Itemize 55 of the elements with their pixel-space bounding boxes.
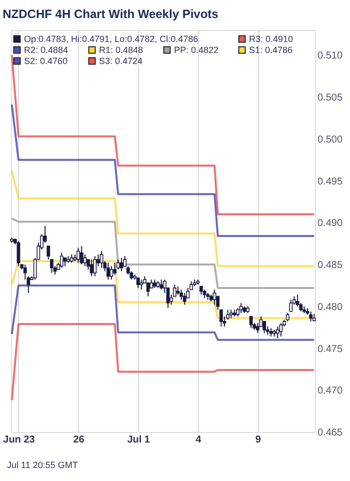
candlestick <box>110 266 114 280</box>
legend-label: S1: 0.4786 <box>249 45 293 55</box>
candlestick <box>60 252 64 268</box>
candlestick <box>93 256 97 277</box>
legend-label: PP: 0.4822 <box>174 45 219 55</box>
candlestick <box>113 262 117 276</box>
line-series <box>10 217 316 289</box>
y-tick-label: 0.490 <box>318 218 343 230</box>
line-series <box>10 104 316 238</box>
candlestick <box>136 277 140 288</box>
text: Jul 11 20:55 GMT <box>7 460 78 470</box>
candlestick <box>140 279 144 290</box>
candlestick <box>116 258 120 270</box>
candlestick <box>212 289 216 306</box>
x-tick-label: Jun 23 <box>3 434 36 446</box>
x-tick-label: 4 <box>196 434 202 446</box>
line-series <box>10 54 316 216</box>
y-tick-label: 0.485 <box>318 260 343 271</box>
legend-label: R2: 0.4884 <box>24 45 68 55</box>
candlestick <box>239 302 243 314</box>
chart-title: NZDCHF 4H Chart With Weekly Pivots <box>2 7 219 21</box>
x-tick-label: Jul 1 <box>127 434 150 446</box>
candlestick <box>289 299 293 312</box>
y-tick-label: 0.505 <box>318 92 343 104</box>
line-series <box>10 322 316 402</box>
candlestick <box>160 279 164 290</box>
y-tick-label: 0.500 <box>318 134 343 146</box>
legend-label: Op:0.4783, Hi:0.4791, Lo:0.4782, Cl:0.4786 <box>24 34 198 44</box>
line-series <box>10 170 316 268</box>
legend-label: R1: 0.4848 <box>99 45 144 55</box>
candlestick <box>76 247 80 264</box>
candlestick <box>309 310 313 322</box>
candlestick <box>80 246 84 265</box>
x-tick-label: 26 <box>73 434 85 446</box>
candlestick <box>256 322 260 334</box>
x-tick-label: 9 <box>255 434 262 446</box>
y-tick-label: 0.465 <box>318 428 343 438</box>
candlestick <box>276 326 280 339</box>
candlestick <box>279 322 283 338</box>
candlestick <box>106 262 110 280</box>
candlestick <box>83 254 87 267</box>
y-tick-label: 0.495 <box>318 176 343 188</box>
y-tick-label: 0.510 <box>318 50 343 62</box>
legend-label: S3: 0.4724 <box>99 56 143 66</box>
candlestick <box>182 292 186 306</box>
candlestick <box>219 309 223 327</box>
candlestick <box>90 258 94 277</box>
y-tick-label: 0.475 <box>318 344 343 355</box>
y-tick-label: 0.480 <box>318 302 343 313</box>
legend-label: S2: 0.4760 <box>24 56 68 66</box>
y-tick-label: 0.470 <box>318 386 343 397</box>
candlestick <box>180 289 183 300</box>
legend-label: R3: 0.4910 <box>249 34 294 44</box>
candlestick <box>50 258 54 274</box>
candlestick <box>262 320 266 334</box>
